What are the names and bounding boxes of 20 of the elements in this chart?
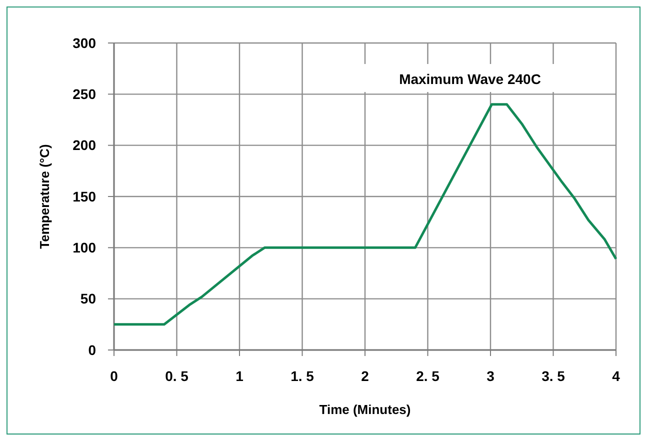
y-tick-label: 100	[72, 240, 96, 256]
x-tick-label: 0. 5	[165, 368, 189, 384]
x-tick-label: 3	[486, 368, 495, 384]
x-tick-label: 1. 5	[290, 368, 314, 384]
x-tick-label: 4	[612, 368, 620, 384]
x-tick-label: 1	[236, 368, 244, 384]
line-series	[112, 103, 618, 326]
x-tick-label: 3. 5	[542, 368, 566, 384]
x-tick-label: 2	[361, 368, 370, 384]
x-tick-label: 0	[110, 368, 118, 384]
y-tick-label: 200	[72, 137, 96, 154]
y-tick-label: 50	[80, 290, 96, 307]
y-axis-title: Temperature (°C)	[37, 144, 52, 249]
y-tick-label: 0	[88, 342, 96, 358]
y-tick-label: 150	[72, 188, 96, 204]
x-tick-label: 2. 5	[416, 368, 440, 384]
y-tick-label: 250	[72, 86, 96, 102]
x-axis-title: Time (Minutes)	[319, 402, 411, 417]
y-tick-label: 300	[72, 34, 96, 51]
annotation: Maximum Wave 240C	[399, 71, 541, 87]
